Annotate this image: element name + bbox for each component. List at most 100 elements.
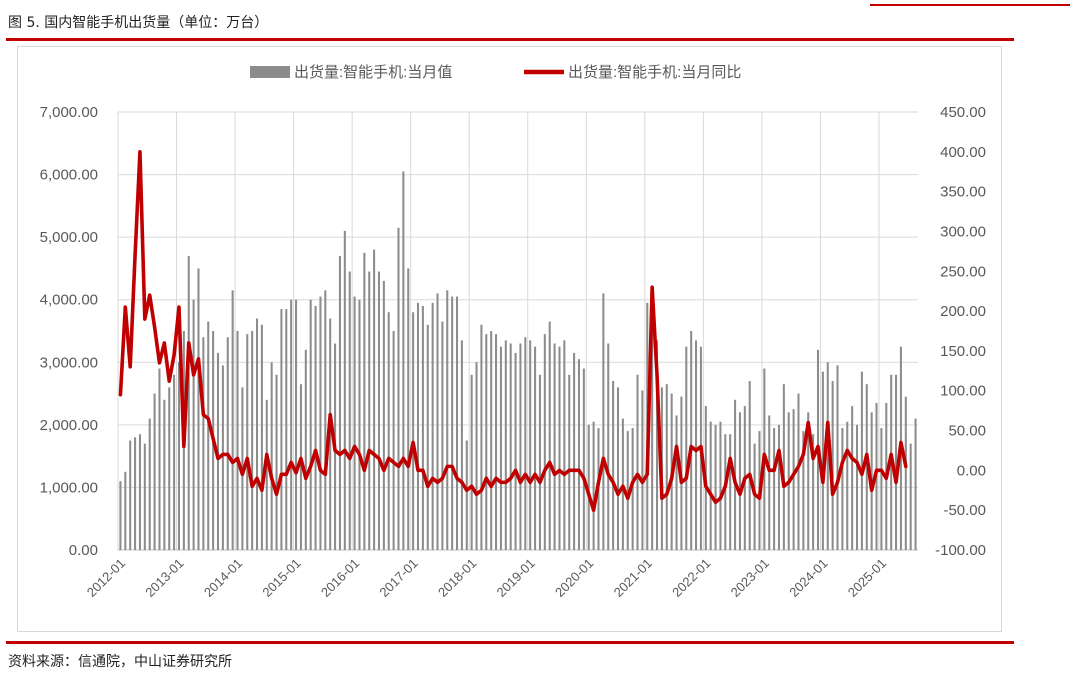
corner-rule xyxy=(870,4,1070,6)
bar xyxy=(909,443,912,550)
bar xyxy=(831,381,834,550)
bar xyxy=(358,299,361,550)
y-right-tick-label: 100.00 xyxy=(940,383,986,400)
x-tick-label: 2013-01 xyxy=(142,556,186,600)
bar xyxy=(880,427,883,550)
bar xyxy=(592,421,595,550)
bar xyxy=(685,346,688,550)
y-left-tick-label: 6,000.00 xyxy=(40,167,98,184)
bar xyxy=(782,384,785,550)
bar xyxy=(651,293,654,550)
source-note: 资料来源：信通院，中山证券研究所 xyxy=(8,654,232,670)
y-left-tick-label: 4,000.00 xyxy=(40,292,98,309)
left-axis-labels: 0.00 1,000.00 2,000.00 3,000.00 4,000.00 5,00… xyxy=(40,104,98,559)
bar xyxy=(202,337,205,550)
bar xyxy=(451,296,454,550)
line-series-layer xyxy=(118,150,908,512)
bar xyxy=(485,334,488,550)
bar xyxy=(690,331,693,550)
bar xyxy=(392,331,395,550)
bar xyxy=(187,255,190,550)
bar xyxy=(221,365,224,550)
bar xyxy=(138,434,141,550)
x-tick-label: 2014-01 xyxy=(201,556,245,600)
bar xyxy=(573,352,576,550)
x-tick-label: 2020-01 xyxy=(552,556,596,600)
y-left-tick-label: 5,000.00 xyxy=(40,229,98,246)
y-right-tick-label: 0.00 xyxy=(957,462,986,479)
y-right-tick-label: -100.00 xyxy=(935,542,986,559)
bar xyxy=(436,293,439,550)
bar xyxy=(153,393,156,550)
bar xyxy=(695,340,698,550)
bar xyxy=(163,399,166,550)
bar xyxy=(558,346,561,550)
bar xyxy=(158,368,161,550)
bar xyxy=(285,309,288,550)
bar xyxy=(412,312,415,550)
legend-bar-label: 出货量:智能手机:当月值 xyxy=(294,63,452,81)
x-tick-label: 2022-01 xyxy=(669,556,713,600)
bar xyxy=(904,396,907,550)
bar xyxy=(368,271,371,550)
bar xyxy=(577,359,580,550)
bar xyxy=(719,421,722,550)
bar xyxy=(807,412,810,550)
bar xyxy=(582,368,585,550)
bar xyxy=(343,230,346,550)
bar xyxy=(563,340,566,550)
y-left-tick-label: 0.00 xyxy=(69,542,98,559)
bar xyxy=(475,362,478,550)
bar xyxy=(602,293,605,550)
bar xyxy=(509,343,512,550)
bar xyxy=(324,290,327,550)
bar xyxy=(197,268,200,550)
bar xyxy=(192,299,195,550)
bar xyxy=(490,331,493,550)
bar xyxy=(568,374,571,550)
bar xyxy=(168,387,171,550)
bar xyxy=(812,434,815,550)
yoy-line xyxy=(118,150,908,512)
bar xyxy=(768,415,771,550)
bar xyxy=(616,387,620,550)
y-right-tick-label: 200.00 xyxy=(940,303,986,320)
bar xyxy=(895,374,898,550)
bar xyxy=(382,280,385,550)
bar xyxy=(299,384,302,550)
bar xyxy=(675,415,678,550)
bar xyxy=(665,384,668,550)
y-left-tick-label: 7,000.00 xyxy=(40,104,98,121)
y-left-tick-label: 1,000.00 xyxy=(40,479,98,496)
bar xyxy=(519,343,522,550)
bar xyxy=(143,443,146,550)
bar xyxy=(177,362,180,550)
legend-bar-swatch xyxy=(250,66,290,78)
bar xyxy=(826,362,829,550)
bar xyxy=(446,290,449,550)
y-right-tick-label: 50.00 xyxy=(948,423,986,440)
bar xyxy=(295,299,298,550)
figure-title: 图 5. 国内智能手机出货量（单位：万台） xyxy=(8,15,269,31)
bar xyxy=(407,268,410,550)
x-tick-label: 2019-01 xyxy=(494,556,538,600)
y-right-tick-label: 250.00 xyxy=(940,263,986,280)
y-right-tick-label: 300.00 xyxy=(940,223,986,240)
bar xyxy=(641,390,644,550)
x-tick-label: 2015-01 xyxy=(259,556,303,600)
bar xyxy=(470,374,473,550)
bar xyxy=(773,427,776,550)
bar xyxy=(914,418,917,550)
bar xyxy=(587,424,590,550)
bar xyxy=(529,340,532,550)
bar xyxy=(402,171,405,550)
bar xyxy=(709,421,712,550)
bar xyxy=(836,365,839,550)
bar xyxy=(631,427,634,550)
bar-series-layer xyxy=(119,171,917,551)
bar xyxy=(377,271,380,550)
y-right-tick-label: 350.00 xyxy=(940,184,986,201)
y-right-tick-label: -50.00 xyxy=(943,502,986,519)
bar xyxy=(626,431,629,550)
bar xyxy=(426,324,429,550)
